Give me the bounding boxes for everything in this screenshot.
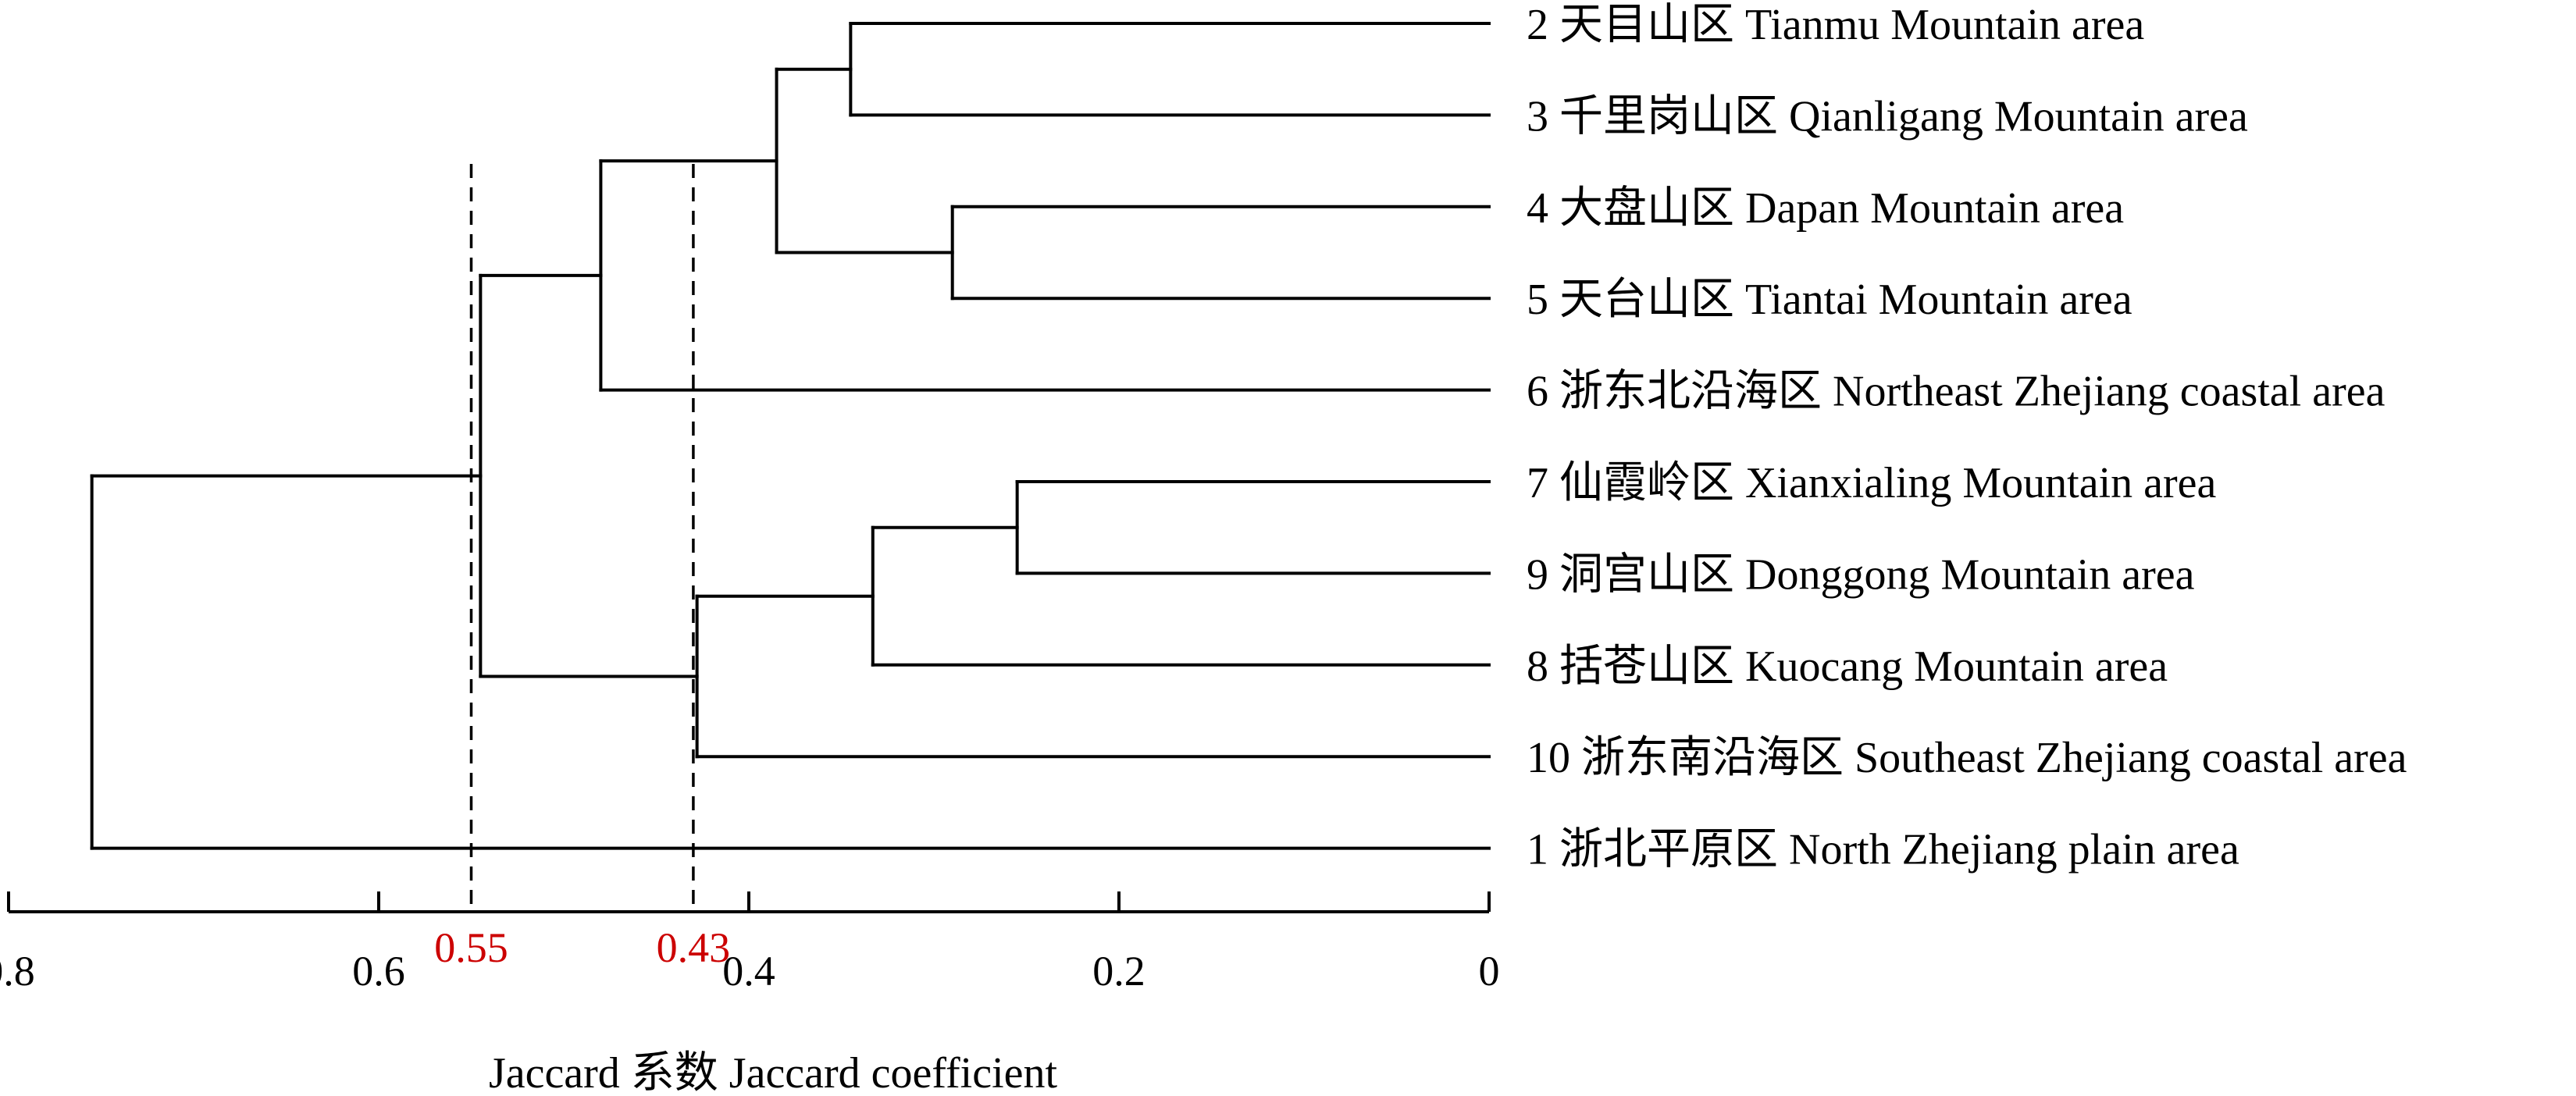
leaf-label-l7: 7 仙霞岭区 Xianxialing Mountain area (1527, 459, 2217, 507)
x-axis: 0.8 0.6 0.4 0.2 0 (0, 891, 1500, 995)
leaf-label-l2: 2 天目山区 Tianmu Mountain area (1527, 1, 2144, 49)
cut-label-0: 0.55 (434, 924, 508, 971)
x-tick-label-0: 0.8 (0, 948, 35, 995)
leaf-label-l4: 4 大盘山区 Dapan Mountain area (1527, 184, 2124, 233)
dendrogram-branches (90, 22, 1491, 850)
cut-label-1: 0.43 (657, 924, 731, 971)
leaf-label-l8: 8 括苍山区 Kuocang Mountain area (1527, 642, 2168, 691)
x-axis-title: Jaccard 系数 Jaccard coefficient (489, 1049, 1058, 1096)
leaf-label-l10: 10 浙东南沿海区 Southeast Zhejiang coastal are… (1527, 734, 2407, 782)
leaf-label-l9: 9 洞宫山区 Donggong Mountain area (1527, 550, 2195, 599)
leaf-label-l1: 1 浙北平原区 North Zhejiang plain area (1527, 826, 2239, 874)
x-tick-label-1: 0.6 (352, 948, 405, 995)
leaf-labels: 2 天目山区 Tianmu Mountain area 3 千里岗山区 Qianl… (1527, 1, 2407, 874)
cut-lines: 0.55 0.43 (434, 164, 730, 971)
leaf-label-l5: 5 天台山区 Tiantai Mountain area (1527, 276, 2132, 324)
leaf-label-l3: 3 千里岗山区 Qianligang Mountain area (1527, 92, 2248, 141)
x-tick-label-3: 0.2 (1092, 948, 1145, 995)
leaf-label-l6: 6 浙东北沿海区 Northeast Zhejiang coastal area (1527, 368, 2385, 416)
x-tick-label-2: 0.4 (722, 948, 775, 995)
x-tick-label-4: 0 (1479, 948, 1500, 995)
